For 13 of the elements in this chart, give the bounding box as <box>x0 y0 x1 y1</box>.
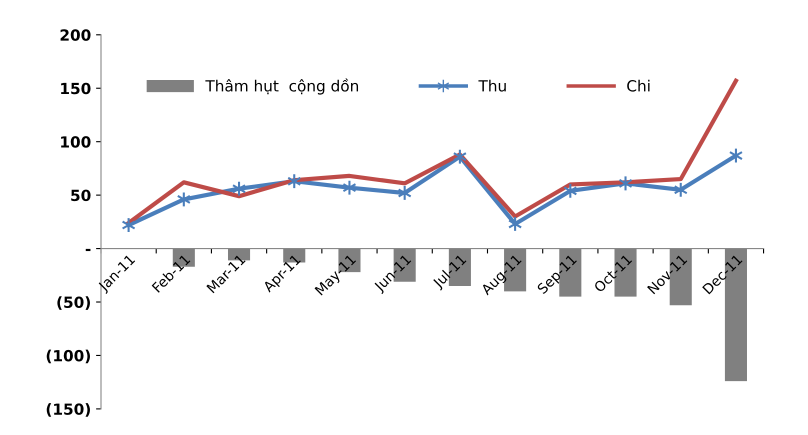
y-tick-label: 100 <box>61 136 91 148</box>
y-tick-label: 150 <box>61 82 91 94</box>
y-tick-label: (50) <box>57 296 90 310</box>
point <box>287 173 302 190</box>
y-tick-label: (150) <box>46 403 90 417</box>
y-tick-label: 50 <box>71 190 91 202</box>
legend-label: Thu <box>478 80 506 92</box>
legend-label: Chi <box>627 80 650 92</box>
legend-label: Thâm hụt cộng dồn <box>205 78 358 95</box>
y-tick-label: (100) <box>46 350 90 364</box>
y-tick-label: - <box>86 248 90 252</box>
y-tick-label: 200 <box>60 29 91 41</box>
point <box>674 182 688 198</box>
